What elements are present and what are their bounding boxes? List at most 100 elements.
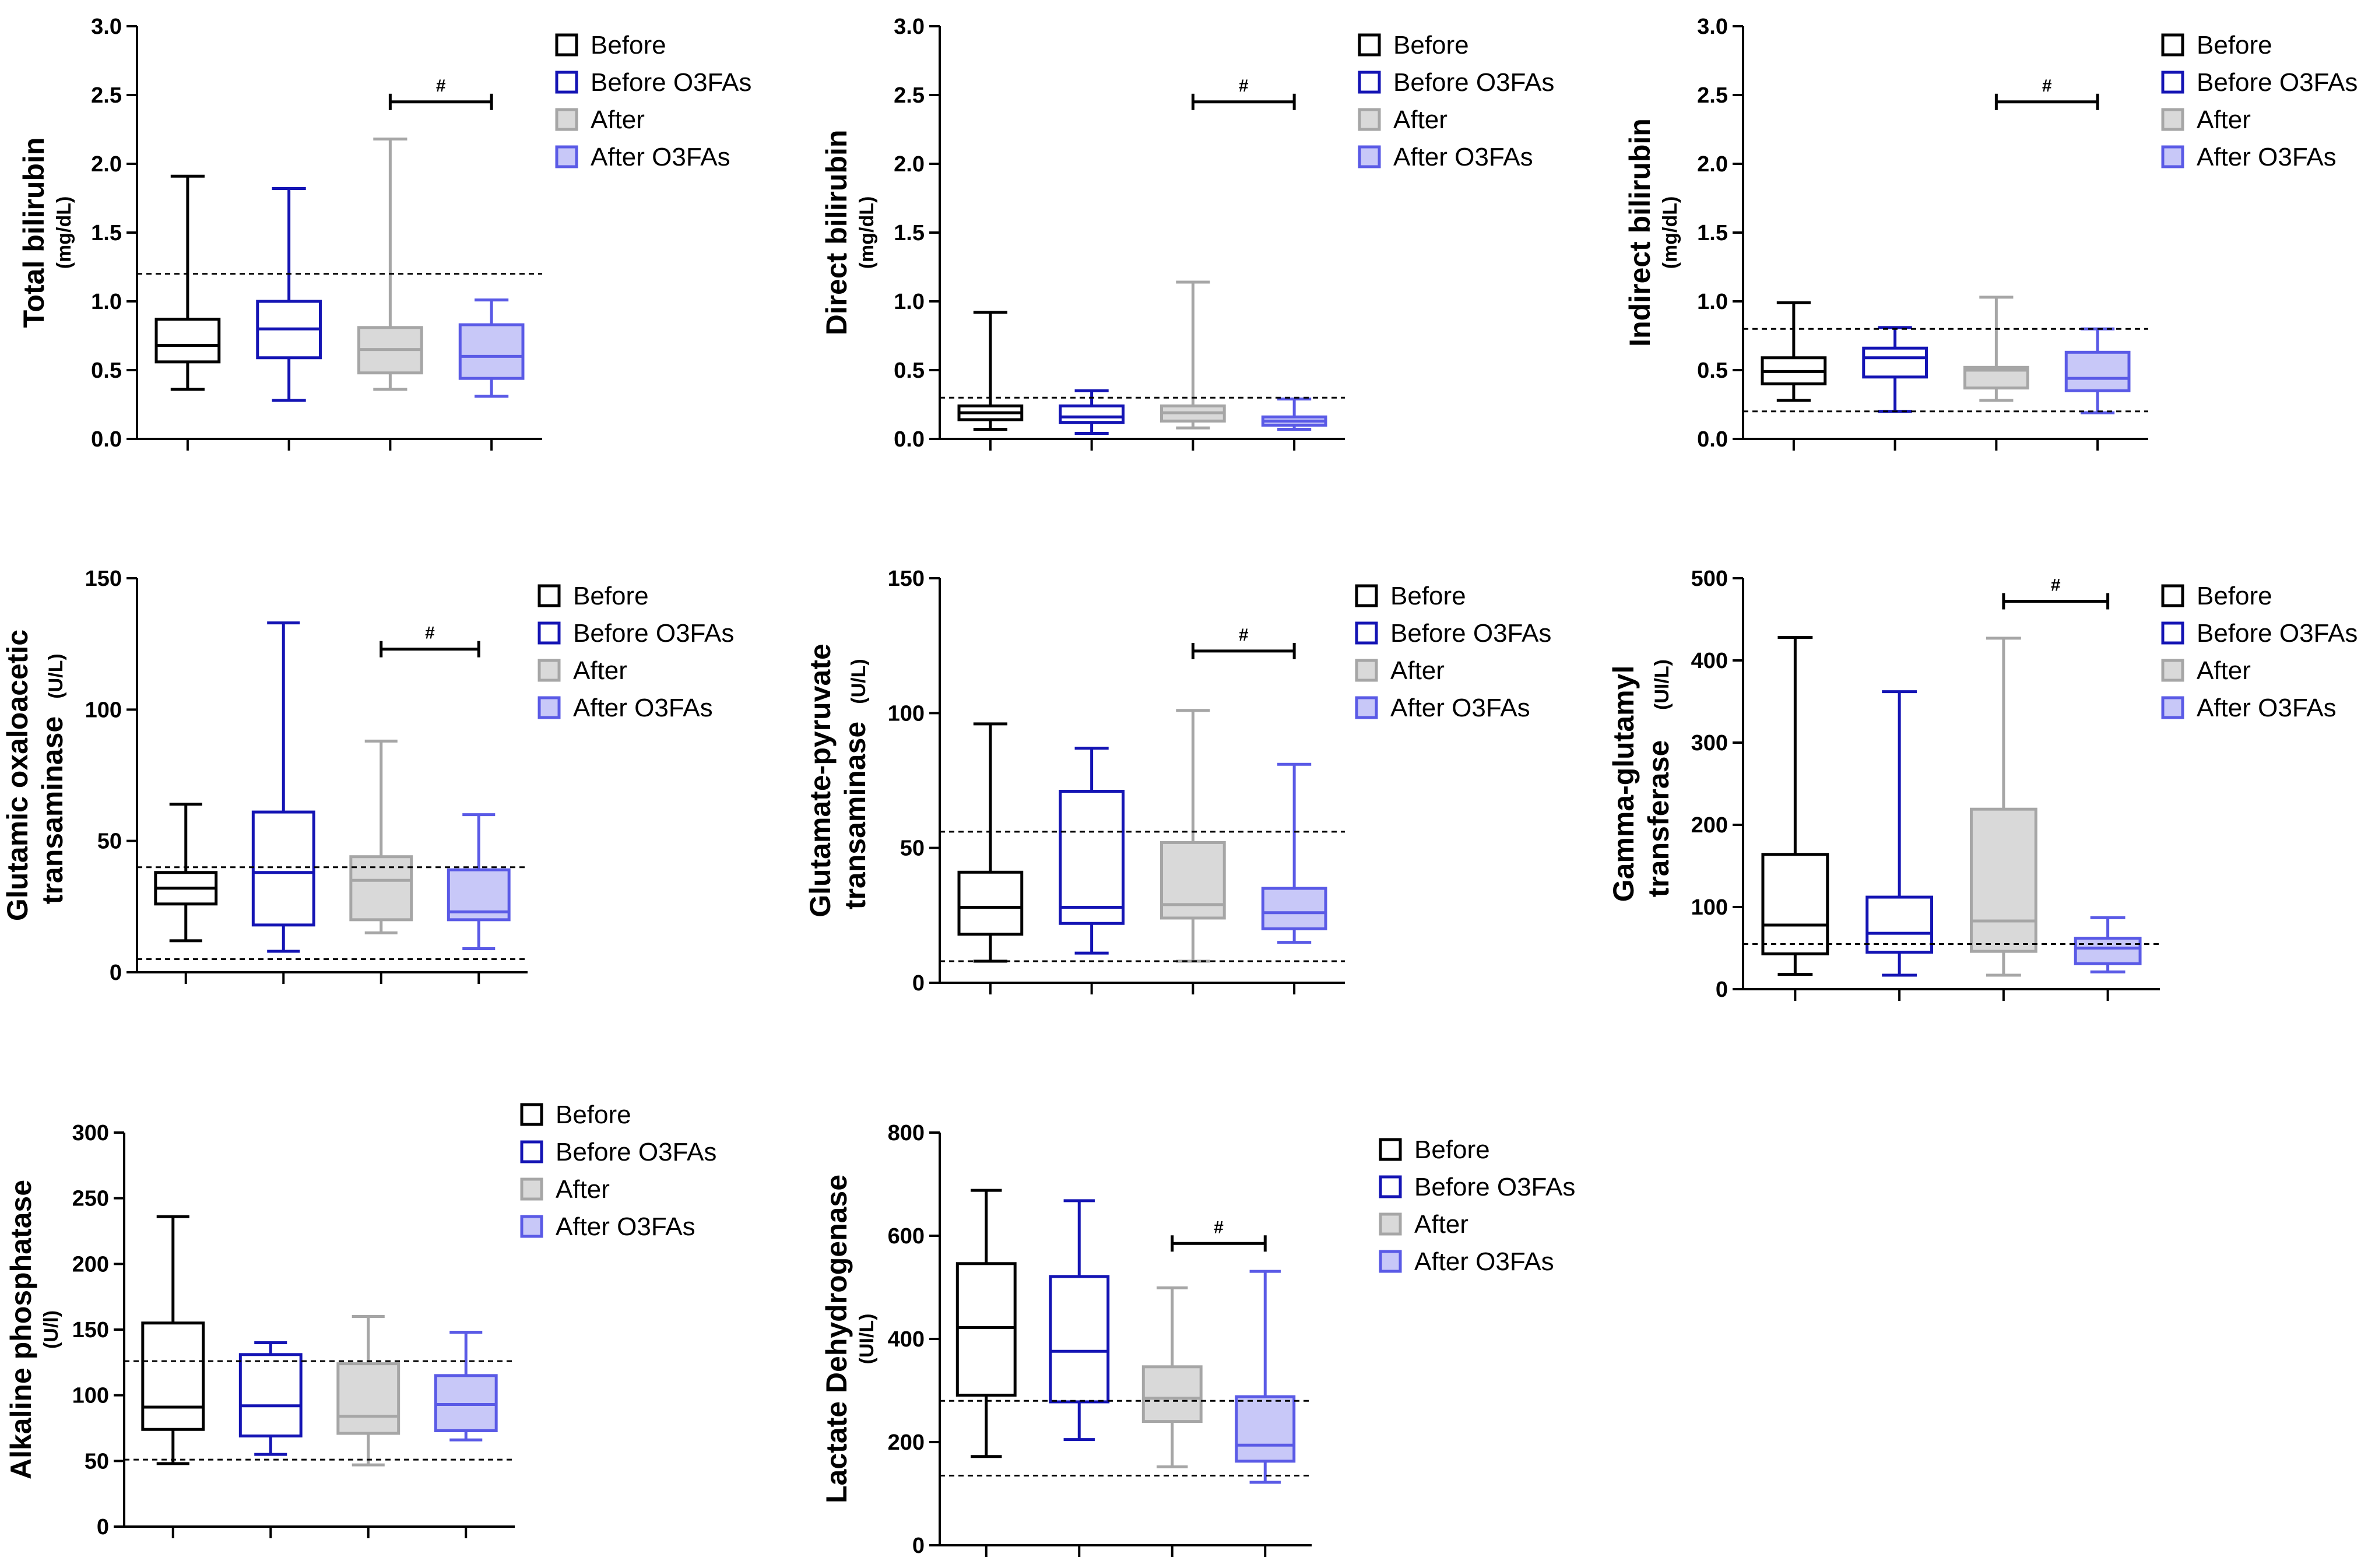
legend-label: Before O3FAs bbox=[556, 1138, 716, 1166]
box-iqr bbox=[1235, 1395, 1296, 1463]
y-tick-label: 0.0 bbox=[894, 427, 925, 452]
y-tick-label: 0.5 bbox=[894, 358, 925, 383]
box-before-o3fas bbox=[238, 1341, 303, 1456]
box-before bbox=[141, 1215, 205, 1465]
legend-label: After O3FAs bbox=[1390, 694, 1530, 722]
y-axis-label: Total bilirubin bbox=[17, 138, 50, 328]
y-tick-label: 0.0 bbox=[1697, 427, 1728, 452]
y-axis-title: Direct bilirubin (mg/dL) bbox=[820, 130, 878, 336]
box-iqr bbox=[957, 870, 1024, 936]
legend-label: After bbox=[2197, 106, 2251, 134]
legend-swatch bbox=[520, 1103, 543, 1126]
box-after bbox=[357, 138, 423, 391]
y-tick-label: 0 bbox=[97, 1515, 109, 1539]
y-tick-label: 150 bbox=[72, 1318, 109, 1342]
legend-label: After O3FAs bbox=[591, 143, 730, 171]
significance-label: # bbox=[1239, 76, 1249, 96]
y-tick-label: 2.5 bbox=[91, 83, 122, 108]
y-tick-label: 400 bbox=[1691, 649, 1728, 673]
y-tick-label: 3.0 bbox=[91, 15, 122, 39]
legend-label: Before bbox=[1414, 1135, 1490, 1164]
y-axis-unit: (mg/dL) bbox=[53, 196, 75, 269]
y-tick-label: 100 bbox=[72, 1384, 109, 1408]
y-tick-label: 3.0 bbox=[894, 15, 925, 39]
box-iqr bbox=[154, 318, 221, 364]
y-tick-label: 50 bbox=[85, 1449, 109, 1474]
y-tick-label: 300 bbox=[72, 1121, 109, 1145]
box-iqr bbox=[1059, 790, 1125, 925]
legend-label: Before bbox=[556, 1101, 631, 1129]
y-tick-label: 500 bbox=[1691, 567, 1728, 591]
legend-label: After O3FAs bbox=[573, 694, 713, 722]
box-before-o3fas bbox=[251, 621, 315, 953]
box-before bbox=[1761, 301, 1827, 402]
legend-swatch bbox=[1355, 696, 1378, 719]
y-tick-label: 0 bbox=[912, 1534, 925, 1558]
y-axis-title: Alkaline phosphatase (U/l) bbox=[5, 1180, 62, 1479]
box-iqr bbox=[1969, 807, 2037, 953]
significance-label: # bbox=[2042, 76, 2052, 96]
box-before-o3fas bbox=[256, 187, 322, 402]
y-axis-label: Glutamate-pyruvate bbox=[804, 644, 837, 917]
legend-label: Before bbox=[1390, 582, 1466, 610]
legend-label: After O3FAs bbox=[1393, 143, 1533, 171]
legend-swatch bbox=[555, 108, 578, 131]
legend-label: After bbox=[1414, 1210, 1468, 1239]
y-axis-label: Alkaline phosphatase bbox=[5, 1180, 37, 1479]
box-iqr bbox=[238, 1353, 303, 1438]
y-tick-label: 2.0 bbox=[894, 152, 925, 177]
box-before-o3fas bbox=[1865, 690, 1934, 977]
legend-swatch bbox=[1355, 659, 1378, 682]
box-after bbox=[1160, 709, 1226, 963]
y-axis-unit: (U/L) bbox=[45, 653, 67, 698]
box-iqr bbox=[141, 1321, 205, 1431]
box-after bbox=[1141, 1286, 1203, 1468]
y-tick-label: 300 bbox=[1691, 731, 1728, 755]
y-tick-label: 0 bbox=[912, 971, 925, 996]
y-tick-label: 150 bbox=[888, 567, 925, 591]
legend-swatch bbox=[555, 71, 578, 94]
box-after bbox=[1969, 637, 2037, 977]
legend-label: After O3FAs bbox=[2197, 143, 2337, 171]
y-axis-unit: (UI/L) bbox=[1651, 659, 1673, 710]
legend-label: Before bbox=[1393, 31, 1469, 59]
legend-label: Before bbox=[573, 582, 649, 610]
y-tick-label: 1.0 bbox=[894, 290, 925, 314]
legend-label: After bbox=[2197, 656, 2251, 685]
y-tick-label: 50 bbox=[900, 836, 925, 861]
legend-swatch bbox=[537, 659, 561, 682]
box-iqr bbox=[1865, 895, 1934, 954]
legend-label: After O3FAs bbox=[556, 1212, 695, 1241]
y-axis-title: Indirect bilirubin (mg/dL) bbox=[1624, 118, 1681, 347]
legend-swatch bbox=[2161, 584, 2184, 607]
y-axis-label-line2: transaminase bbox=[839, 722, 872, 909]
y-axis-label: Lactate Dehydrogenase bbox=[820, 1175, 853, 1503]
significance-label: # bbox=[1214, 1218, 1224, 1237]
box-iqr bbox=[1049, 1275, 1110, 1404]
legend-swatch bbox=[1358, 108, 1381, 131]
y-axis-title: Lactate Dehydrogenase (UI/L) bbox=[820, 1175, 878, 1503]
box-before bbox=[955, 1189, 1017, 1458]
legend-label: Before O3FAs bbox=[1414, 1173, 1575, 1201]
legend-label: Before O3FAs bbox=[1390, 619, 1551, 648]
significance-label: # bbox=[2051, 575, 2061, 595]
y-axis-label: Indirect bilirubin bbox=[1624, 118, 1656, 347]
box-before bbox=[957, 722, 1024, 963]
y-tick-label: 200 bbox=[888, 1430, 925, 1455]
y-axis-label: Glutamic oxaloacetic bbox=[1, 630, 34, 921]
y-tick-label: 3.0 bbox=[1697, 15, 1728, 39]
box-after-o3fas bbox=[434, 1331, 498, 1442]
box-before bbox=[154, 803, 218, 943]
legend-label: After bbox=[591, 106, 645, 134]
box-iqr bbox=[1059, 404, 1125, 424]
y-tick-label: 0 bbox=[110, 961, 122, 985]
legend-label: Before O3FAs bbox=[573, 619, 734, 648]
y-axis-label-line2: transferase bbox=[1642, 740, 1675, 898]
box-after bbox=[1160, 280, 1226, 430]
y-tick-label: 0.5 bbox=[1697, 358, 1728, 383]
box-after bbox=[336, 1314, 400, 1467]
legend-label: Before bbox=[591, 31, 666, 59]
box-before-o3fas bbox=[1049, 1199, 1110, 1442]
